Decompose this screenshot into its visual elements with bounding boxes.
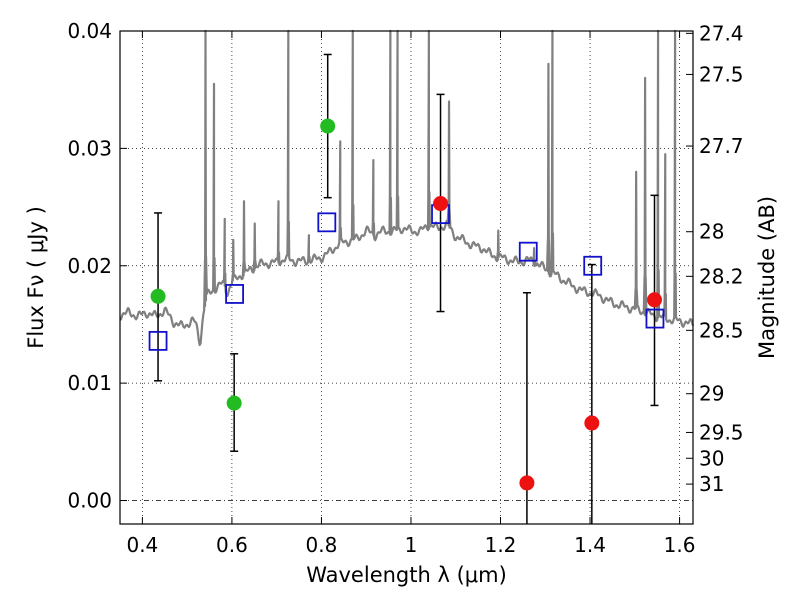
x-tick-label: 0.6 [216, 533, 248, 557]
model-square [518, 241, 538, 262]
x-tick-label: 1.2 [485, 533, 517, 557]
y-axis-title: Flux Fν ( μJy ) [24, 206, 48, 349]
spectrum-line [119, 29, 695, 347]
model-spectrum [119, 29, 695, 347]
y-tick-label: 0.03 [67, 136, 112, 160]
data-point [433, 196, 449, 212]
x-tick-label: 1.6 [664, 533, 696, 557]
x-tick-labels: 0.4 0.6 0.8 1 1.2 1.4 1.6 [126, 533, 695, 557]
right-tick-label: 30 [699, 446, 724, 470]
y-tick-label: 0.01 [67, 371, 112, 395]
data-point [519, 475, 535, 491]
y-tick-label: 0.00 [67, 489, 112, 513]
data-point [320, 118, 336, 134]
right-tick-label: 27.7 [699, 134, 744, 158]
right-tick-label: 27.5 [699, 62, 744, 86]
data-point [226, 395, 242, 411]
y-tick-label: 0.02 [67, 254, 112, 278]
right-tick-label: 31 [699, 472, 724, 496]
right-tick-label: 29.5 [699, 420, 744, 444]
x-axis-title: Wavelength λ (μm) [306, 563, 507, 587]
x-tick-label: 0.8 [306, 533, 338, 557]
right-tick-label: 28.2 [699, 264, 744, 288]
model-square [645, 308, 665, 329]
data-point [647, 292, 663, 308]
x-tick-label: 0.4 [126, 533, 158, 557]
right-tick-label: 27.4 [699, 21, 744, 45]
data-point [150, 288, 166, 304]
y-tick-label: 0.04 [67, 19, 112, 43]
right-tick-label: 28.5 [699, 318, 744, 342]
right-tick-label: 29 [699, 382, 724, 406]
y-tick-labels: 0.00 0.01 0.02 0.03 0.04 [67, 19, 112, 513]
model-square [225, 284, 245, 304]
model-square [317, 212, 337, 233]
right-tick-label: 28 [699, 220, 724, 244]
plot-frame [119, 30, 694, 525]
model-photometry-squares [148, 204, 665, 351]
observed-photometry-points [150, 118, 663, 491]
right-axis-title: Magnitude (AB) [755, 196, 779, 359]
x-tick-label: 1.4 [574, 533, 606, 557]
x-tick-label: 1 [405, 533, 418, 557]
model-square [583, 255, 603, 276]
axis-ticks [120, 30, 693, 524]
data-point [584, 415, 600, 431]
model-square [148, 330, 168, 351]
